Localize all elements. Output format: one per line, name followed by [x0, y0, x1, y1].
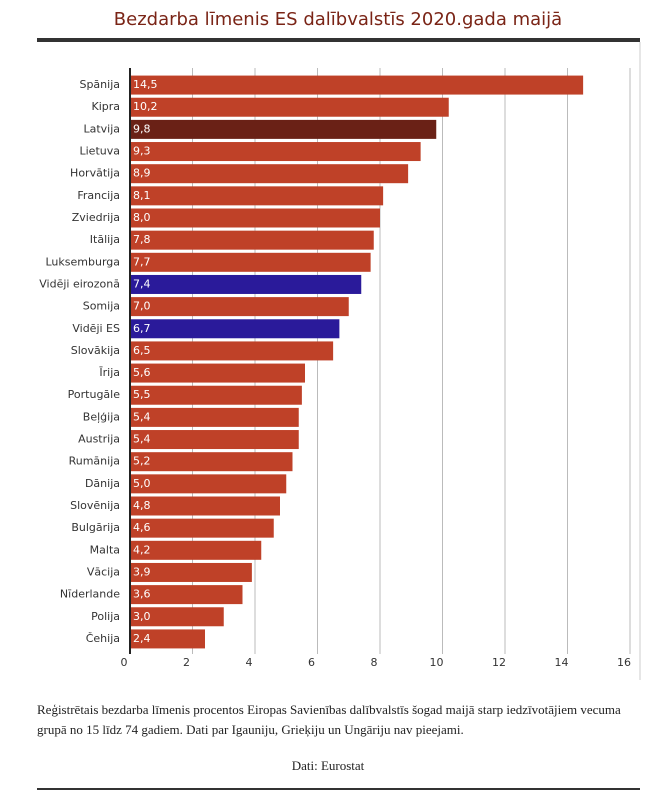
value-label: 6,7: [133, 322, 151, 335]
y-tick-label: Slovēnija: [70, 499, 120, 512]
value-label: 8,1: [133, 189, 151, 202]
value-label: 5,5: [133, 388, 151, 401]
bar: [130, 430, 299, 450]
x-tick-label: 14: [555, 656, 569, 669]
value-label: 8,9: [133, 167, 151, 180]
bar: [130, 585, 243, 605]
x-tick-label: 0: [121, 656, 128, 669]
x-tick-label: 10: [430, 656, 444, 669]
footnote: Reģistrētais bezdarba līmenis procentos …: [37, 702, 621, 737]
y-tick-label: Vidēji eirozonā: [39, 277, 120, 290]
value-label: 4,8: [133, 499, 151, 512]
x-tick-label: 12: [492, 656, 506, 669]
value-label: 3,0: [133, 610, 151, 623]
y-tick-label: Francija: [77, 189, 120, 202]
value-label: 9,8: [133, 122, 151, 135]
value-label: 3,9: [133, 565, 151, 578]
y-tick-label: Vidēji ES: [72, 322, 120, 335]
bar: [130, 97, 449, 117]
bar: [130, 341, 334, 361]
value-label: 7,7: [133, 255, 151, 268]
bar: [130, 562, 252, 582]
y-tick-label: Rumānija: [69, 455, 120, 468]
source: Dati: Eurostat: [291, 758, 365, 773]
y-tick-label: Polija: [91, 610, 120, 623]
bar: [130, 75, 584, 95]
y-tick-label: Zviedrija: [72, 211, 120, 224]
value-label: 6,5: [133, 344, 151, 357]
x-tick-label: 4: [246, 656, 253, 669]
y-tick-label: Kipra: [91, 100, 120, 113]
value-label: 4,2: [133, 543, 151, 556]
y-tick-label: Čehija: [86, 632, 120, 645]
x-tick-label: 8: [371, 656, 378, 669]
value-label: 5,4: [133, 433, 151, 446]
y-tick-label: Luksemburga: [46, 255, 121, 268]
bar: [130, 407, 299, 427]
bar: [130, 629, 205, 649]
bar: [130, 452, 293, 472]
value-label: 7,0: [133, 300, 151, 313]
value-label: 7,8: [133, 233, 151, 246]
value-label: 5,6: [133, 366, 151, 379]
value-label: 9,3: [133, 145, 151, 158]
bar: [130, 385, 302, 405]
y-tick-label: Dānija: [85, 477, 120, 490]
bar: [130, 518, 274, 538]
value-label: 3,6: [133, 588, 151, 601]
y-tick-label: Beļģija: [83, 410, 120, 423]
value-label: 10,2: [133, 100, 158, 113]
y-tick-label: Malta: [90, 543, 120, 556]
bar: [130, 363, 305, 383]
x-tick-label: 2: [183, 656, 190, 669]
bar: [130, 274, 362, 294]
bar: [130, 297, 349, 317]
bar: [130, 607, 224, 627]
y-tick-label: Bulgārija: [71, 521, 120, 534]
y-tick-label: Nīderlande: [60, 588, 120, 601]
y-tick-label: Vācija: [87, 565, 120, 578]
bar: [130, 164, 409, 184]
y-tick-label: Somija: [83, 300, 120, 313]
title-rule: [37, 38, 640, 42]
y-tick-label: Portugāle: [68, 388, 121, 401]
y-tick-label: Latvija: [83, 122, 120, 135]
bar: [130, 119, 437, 139]
bar: [130, 252, 371, 272]
bar: [130, 186, 384, 206]
y-tick-label: Slovākija: [71, 344, 120, 357]
bar: [130, 540, 262, 560]
bar: [130, 496, 280, 516]
y-tick-label: Horvātija: [70, 167, 120, 180]
chart-title: Bezdarba līmenis ES dalībvalstīs 2020.ga…: [114, 9, 562, 30]
bar: [130, 208, 380, 228]
bar: [130, 142, 421, 162]
value-label: 4,6: [133, 521, 151, 534]
value-label: 7,4: [133, 277, 151, 290]
value-label: 8,0: [133, 211, 151, 224]
y-tick-label: Īrija: [99, 366, 120, 379]
value-label: 5,2: [133, 455, 151, 468]
y-tick-label: Austrija: [78, 433, 120, 446]
y-tick-label: Spānija: [79, 78, 120, 91]
bar: [130, 230, 374, 250]
y-tick-label: Itālija: [90, 233, 120, 246]
bar: [130, 319, 340, 339]
bar: [130, 474, 287, 494]
x-tick-label: 6: [308, 656, 315, 669]
value-label: 5,4: [133, 410, 151, 423]
value-label: 2,4: [133, 632, 151, 645]
value-label: 14,5: [133, 78, 158, 91]
x-tick-label: 16: [617, 656, 631, 669]
y-tick-label: Lietuva: [80, 145, 121, 158]
value-label: 5,0: [133, 477, 151, 490]
